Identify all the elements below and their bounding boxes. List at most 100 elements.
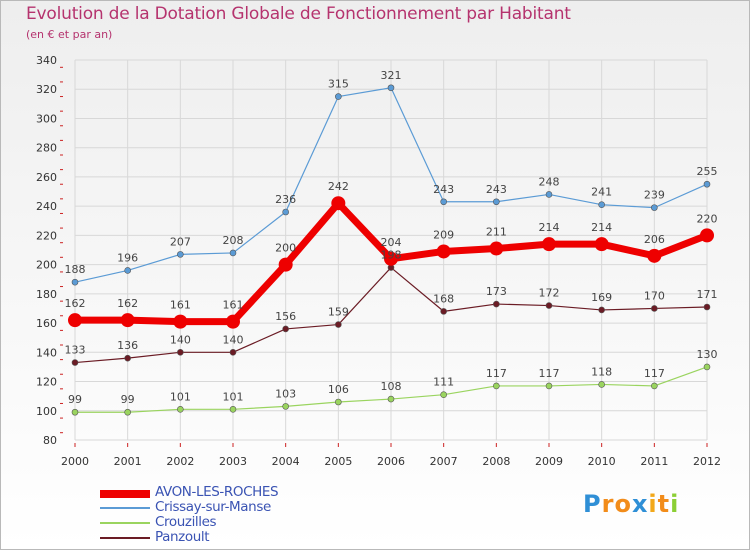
data-label: 117 [539,367,560,380]
data-point [545,191,553,198]
data-point [331,196,346,211]
data-label: 171 [697,288,718,301]
logo-letter: P [583,490,602,518]
data-label: 196 [117,251,138,264]
y-tick-label: 240 [36,200,57,213]
y-tick-label: 180 [36,288,57,301]
data-label: 321 [381,69,402,82]
x-tick-label: 2003 [219,455,247,468]
data-point [387,84,395,92]
x-tick-label: 2000 [61,455,89,468]
y-tick-label: 340 [36,54,57,67]
data-point [124,408,131,416]
data-point [651,305,658,312]
data-point [594,237,609,252]
data-label: 255 [697,165,718,178]
data-label: 161 [170,299,191,312]
data-point [229,249,237,257]
data-point [282,208,289,216]
data-point [542,237,556,252]
logo-letter: i [648,490,658,518]
data-point [177,251,184,258]
data-point [226,314,240,329]
y-tick-label: 320 [36,83,57,96]
data-label: 101 [223,390,244,403]
legend-swatch [100,537,150,539]
data-point [703,180,711,188]
data-point [71,408,79,416]
logo-letter: t [657,490,671,518]
data-point [440,198,447,206]
data-label: 241 [591,186,612,199]
y-tick-label: 300 [36,112,57,125]
data-label: 99 [121,393,135,406]
data-point [173,314,188,329]
data-point [229,406,237,413]
data-point [282,403,289,410]
data-label: 136 [117,339,138,352]
legend-swatch [100,522,150,524]
data-point [598,306,605,314]
proxiti-logo: Proxiti [583,490,679,518]
x-tick-label: 2010 [588,455,616,468]
data-label: 108 [381,380,402,393]
data-label: 140 [223,333,244,346]
y-tick-label: 280 [36,142,57,155]
legend-swatch [100,490,150,498]
legend-label: Crissay-sur-Manse [155,499,271,515]
data-label: 315 [328,78,349,91]
y-tick-label: 140 [36,346,57,359]
data-label: 172 [539,287,560,300]
data-point [545,302,553,309]
data-point [493,382,500,390]
data-label: 101 [170,390,191,403]
data-label: 162 [117,297,138,310]
series-lines [68,84,714,416]
data-label: 99 [68,393,82,406]
data-point [647,248,662,263]
data-label: 242 [328,180,349,193]
data-point [124,267,131,274]
data-label: 169 [591,291,612,304]
logo-letter: r [601,490,615,518]
data-label: 207 [170,235,191,248]
y-tick-label: 160 [36,317,57,330]
data-point [703,363,711,371]
x-tick-label: 2009 [535,455,563,468]
data-label: 243 [433,183,454,196]
data-label: 140 [170,333,191,346]
x-tick-label: 2008 [482,455,510,468]
data-label: 214 [539,221,560,234]
x-tick-label: 2001 [114,455,142,468]
legend-label: AVON-LES-ROCHES [155,484,279,500]
data-label: 206 [644,233,665,246]
x-tick-label: 2002 [166,455,194,468]
y-tick-label: 200 [36,259,57,272]
data-label: 156 [275,310,296,323]
data-label: 170 [644,289,665,302]
x-tick-label: 2012 [693,455,721,468]
data-label: 111 [433,376,454,389]
data-label: 117 [644,367,665,380]
legend-label: Panzoult [155,529,210,545]
data-point [124,354,131,362]
data-point [440,308,447,315]
data-point [120,313,135,328]
x-tick-label: 2007 [430,455,458,468]
data-label: 211 [486,226,507,239]
data-point [71,359,79,366]
data-point [436,244,451,259]
data-point [651,204,658,211]
data-label: 103 [275,387,296,400]
data-labels: 188 196 207 208 236 315 321 243 243 248 241 239 255 9… [65,69,718,406]
x-tick-label: 2005 [324,455,352,468]
data-point [703,303,711,311]
data-point [335,321,342,328]
axes: 80 100 120 140 160 180 200 220 240 260 280 300 320 34… [36,54,721,468]
data-point [335,398,342,406]
chart-title: Evolution de la Dotation Globale de Fonc… [26,4,571,24]
data-label: 208 [223,234,244,247]
data-point [387,395,395,403]
data-point [177,406,184,413]
data-point [229,349,237,356]
